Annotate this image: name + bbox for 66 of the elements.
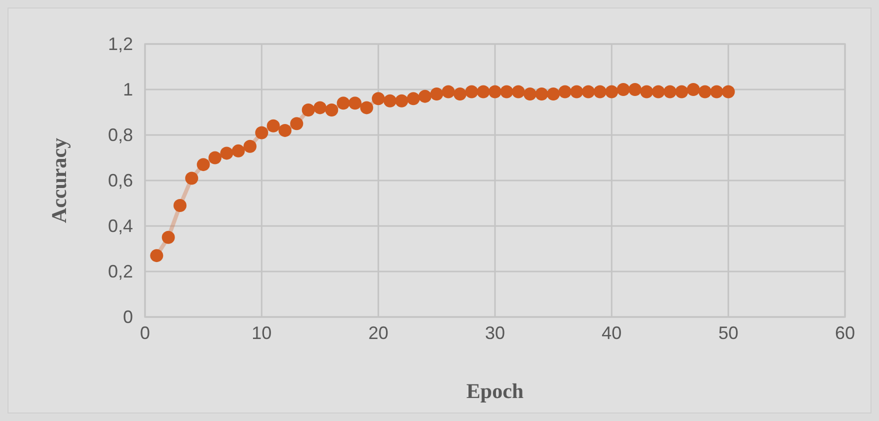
point: [664, 85, 676, 98]
x-axis-title: Epoch: [466, 379, 524, 403]
y-axis-title: Accuracy: [47, 137, 71, 224]
point: [512, 85, 525, 98]
x-tick-label: 60: [834, 323, 856, 343]
point: [465, 85, 478, 98]
point: [325, 103, 338, 116]
point: [255, 126, 268, 140]
x-tick-label: 30: [484, 323, 506, 343]
point: [594, 85, 606, 98]
x-tick-label: 40: [602, 323, 622, 343]
point: [372, 92, 385, 106]
x-tick-label: 10: [252, 323, 272, 343]
point: [605, 85, 618, 98]
point: [628, 83, 642, 96]
point: [244, 140, 256, 153]
point: [535, 88, 548, 101]
point: [278, 124, 292, 137]
y-tick-label: 1: [122, 80, 133, 100]
point: [196, 158, 210, 172]
point: [418, 90, 432, 103]
point: [616, 83, 630, 96]
point: [675, 85, 688, 98]
point: [710, 85, 724, 98]
point: [442, 85, 455, 98]
point: [722, 85, 735, 98]
y-tick-label: 0,8: [108, 125, 133, 145]
point: [220, 146, 234, 160]
y-tick-label: 0,4: [108, 216, 133, 236]
y-tick-label: 0: [122, 307, 133, 327]
point: [174, 199, 186, 212]
point: [348, 96, 362, 110]
x-tick-label: 50: [718, 323, 738, 343]
y-tick-label: 0,2: [108, 262, 133, 282]
point: [302, 103, 315, 116]
point: [150, 249, 164, 262]
point: [406, 92, 420, 106]
point: [185, 172, 198, 185]
point: [524, 88, 536, 101]
point: [336, 96, 350, 110]
point: [686, 83, 700, 96]
point: [384, 94, 396, 108]
point: [558, 85, 572, 98]
x-tick-label: 0: [140, 323, 150, 343]
point: [360, 101, 374, 114]
point: [640, 85, 654, 98]
y-tick-label: 1,2: [108, 34, 133, 54]
point: [266, 119, 280, 132]
point: [582, 85, 595, 98]
point: [395, 94, 408, 108]
point: [454, 88, 466, 101]
point: [546, 88, 560, 101]
x-tick-label: 20: [368, 323, 388, 343]
point: [476, 85, 490, 98]
y-tick-label: 0,6: [108, 170, 133, 190]
point: [430, 88, 444, 101]
point: [162, 230, 175, 244]
point: [698, 85, 712, 98]
point: [570, 85, 584, 98]
point: [500, 85, 514, 98]
point: [488, 85, 502, 98]
point: [290, 117, 304, 130]
point: [314, 101, 326, 114]
point: [652, 85, 665, 98]
point: [232, 144, 245, 158]
point: [208, 151, 222, 164]
